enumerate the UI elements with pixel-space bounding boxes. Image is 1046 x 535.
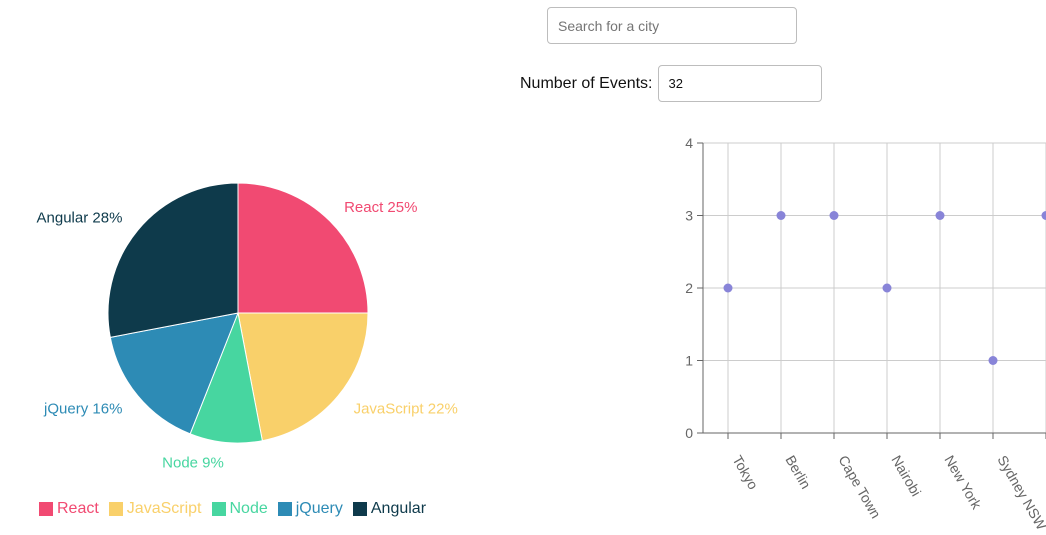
pie-slice-react[interactable]: [237, 182, 369, 314]
scatter-point[interactable]: [829, 211, 839, 220]
scatter-chart: 0 1 2 3 4 Tokyo Berlin Cape Town Nairobi New York…: [685, 135, 1046, 533]
x-tick-label: New York: [941, 453, 985, 513]
pie-slice-jquery[interactable]: [109, 312, 239, 435]
pie-label-jquery: jQuery 16%: [43, 401, 122, 418]
x-tick-label: Berlin: [782, 453, 814, 492]
pie-label-angular: Angular 28%: [37, 209, 123, 226]
legend-swatch: [352, 502, 367, 516]
legend-label: jQuery: [295, 500, 343, 517]
pie-label-node: Node 9%: [162, 454, 224, 471]
scatter-point[interactable]: [935, 211, 945, 220]
legend-swatch: [39, 502, 53, 516]
legend-label: React: [57, 500, 99, 517]
x-tick-label: Sydney NSW: [994, 453, 1046, 534]
y-tick-label: 3: [685, 208, 693, 224]
pie-slice-javascript[interactable]: [237, 312, 369, 442]
legend-swatch: [108, 502, 123, 516]
pie-chart: React 25% JavaScript 22% Node 9% jQuery 16%…: [37, 182, 458, 471]
legend-swatch: [211, 502, 226, 516]
x-tick-label: Tokyo: [729, 453, 761, 493]
pie-label-javascript: JavaScript 22%: [354, 401, 458, 418]
scatter-point[interactable]: [723, 283, 733, 293]
pie-label-react: React 25%: [344, 199, 417, 216]
legend-label: Node: [229, 500, 268, 517]
legend-label: JavaScript: [126, 500, 202, 517]
legend-item-javascript[interactable]: JavaScript: [108, 500, 202, 518]
y-tick-label: 4: [685, 135, 693, 151]
scatter-point[interactable]: [988, 356, 998, 365]
scatter-point[interactable]: [776, 211, 786, 220]
y-tick-label: 0: [685, 425, 693, 441]
x-tick-label: Nairobi: [888, 453, 924, 499]
scatter-point[interactable]: [1041, 211, 1046, 220]
legend-item-angular[interactable]: Angular: [352, 500, 427, 518]
x-tick-label: Cape Town: [835, 453, 884, 521]
legend-swatch: [277, 502, 292, 516]
scatter-point[interactable]: [882, 283, 892, 293]
legend-item-jquery[interactable]: jQuery: [277, 500, 343, 518]
number-of-events-input[interactable]: [657, 65, 822, 102]
number-of-events-label: Number of Events:: [520, 74, 653, 92]
pie-slice-angular[interactable]: [107, 182, 239, 338]
y-tick-label: 1: [685, 353, 693, 369]
number-of-events-row: Number of Events:: [520, 65, 822, 102]
legend-label: Angular: [370, 500, 427, 517]
legend-item-react[interactable]: React: [39, 500, 99, 518]
legend-item-node[interactable]: Node: [211, 500, 268, 518]
city-search-input[interactable]: [547, 7, 797, 44]
pie-legend: React JavaScript Node jQuery Angular: [39, 500, 436, 518]
y-tick-label: 2: [685, 280, 693, 296]
